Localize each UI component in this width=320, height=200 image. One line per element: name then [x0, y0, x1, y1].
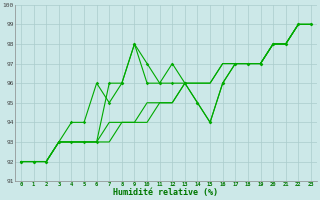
X-axis label: Humidité relative (%): Humidité relative (%): [114, 188, 219, 197]
